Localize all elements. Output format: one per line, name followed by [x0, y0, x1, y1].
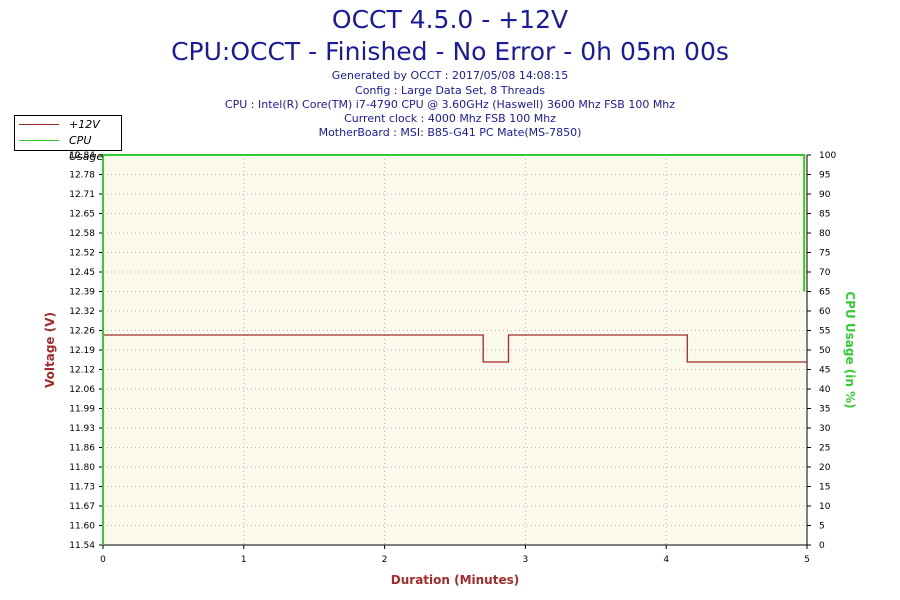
y2-tick-label: 75: [819, 249, 830, 259]
y2-tick-label: 50: [819, 346, 831, 356]
y2-tick-label: 5: [819, 522, 825, 532]
legend-swatch-voltage: [19, 124, 59, 125]
x-tick-label: 2: [382, 555, 388, 565]
y-tick-label: 12.26: [69, 327, 95, 337]
y2-tick-label: 95: [819, 171, 830, 181]
x-tick-label: 4: [663, 555, 669, 565]
y-tick-label: 12.39: [69, 288, 95, 298]
meta-cpu: CPU : Intel(R) Core(TM) i7-4790 CPU @ 3.…: [224, 98, 676, 111]
y-axis-title: Voltage (V): [43, 312, 57, 388]
legend-entry-cpu-usage: CPU Usage: [15, 133, 121, 163]
y2-tick-label: 100: [819, 151, 836, 161]
y-tick-label: 12.71: [69, 190, 95, 200]
y2-tick-label: 55: [819, 327, 830, 337]
legend-label-voltage: +12V: [69, 118, 100, 131]
legend: +12V CPU Usage: [14, 115, 122, 163]
y2-axis-title: CPU Usage (in %): [843, 291, 857, 408]
chart-subtitle: CPU:OCCT - Finished - No Error - 0h 05m …: [171, 37, 729, 66]
y2-tick-label: 70: [819, 268, 831, 278]
y2-tick-label: 80: [819, 229, 831, 239]
y2-tick-label: 60: [819, 307, 831, 317]
y-tick-label: 12.58: [69, 229, 95, 239]
series-line-cpu-usage: [102, 154, 806, 545]
y-tick-label: 12.19: [69, 346, 95, 356]
y2-tick-label: 20: [819, 463, 831, 473]
meta-config: Config : Large Data Set, 8 Threads: [355, 84, 545, 97]
y2-tick-label: 0: [819, 541, 825, 551]
y-tick-label: 12.52: [69, 249, 95, 259]
y2-tick-label: 85: [819, 210, 830, 220]
y-tick-label: 11.54: [69, 541, 95, 551]
series-line-voltage: [103, 334, 807, 363]
y-tick-label: 12.12: [69, 366, 95, 376]
x-tick-label: 5: [804, 555, 810, 565]
x-axis-title: Duration (Minutes): [391, 573, 519, 587]
y2-tick-label: 35: [819, 405, 830, 415]
y2-tick-label: 45: [819, 366, 830, 376]
y-tick-label: 11.80: [69, 463, 95, 473]
y-tick-label: 11.73: [69, 483, 95, 493]
meta-generated: Generated by OCCT : 2017/05/08 14:08:15: [331, 69, 569, 82]
legend-label-cpu-usage: CPU Usage: [69, 134, 104, 163]
legend-swatch-cpu-usage: [19, 140, 59, 141]
y2-tick-label: 40: [819, 385, 831, 395]
y2-tick-label: 15: [819, 483, 830, 493]
y-tick-label: 12.45: [69, 268, 95, 278]
x-tick-label: 3: [523, 555, 529, 565]
y-tick-label: 11.67: [69, 502, 95, 512]
y-tick-label: 12.32: [69, 307, 95, 317]
y-tick-label: 11.93: [69, 424, 95, 434]
y2-tick-label: 65: [819, 288, 830, 298]
y2-tick-label: 90: [819, 190, 831, 200]
y-tick-label: 12.84: [69, 151, 95, 161]
y-tick-label: 11.99: [69, 405, 95, 415]
meta-current-clock: Current clock : 4000 Mhz FSB 100 Mhz: [344, 112, 556, 125]
x-tick-label: 1: [241, 555, 247, 565]
y-tick-label: 11.86: [69, 444, 95, 454]
meta-motherboard: MotherBoard : MSI: B85-G41 PC Mate(MS-78…: [318, 126, 582, 139]
y-tick-label: 11.60: [69, 522, 95, 532]
chart-title: OCCT 4.5.0 - +12V: [331, 5, 569, 34]
legend-entry-voltage: +12V: [15, 117, 121, 133]
y2-tick-label: 30: [819, 424, 831, 434]
x-tick-label: 0: [100, 555, 106, 565]
y2-tick-label: 10: [819, 502, 831, 512]
y-tick-label: 12.78: [69, 171, 95, 181]
y-tick-label: 12.65: [69, 210, 95, 220]
y-tick-label: 12.06: [69, 385, 95, 395]
y2-tick-label: 25: [819, 444, 830, 454]
